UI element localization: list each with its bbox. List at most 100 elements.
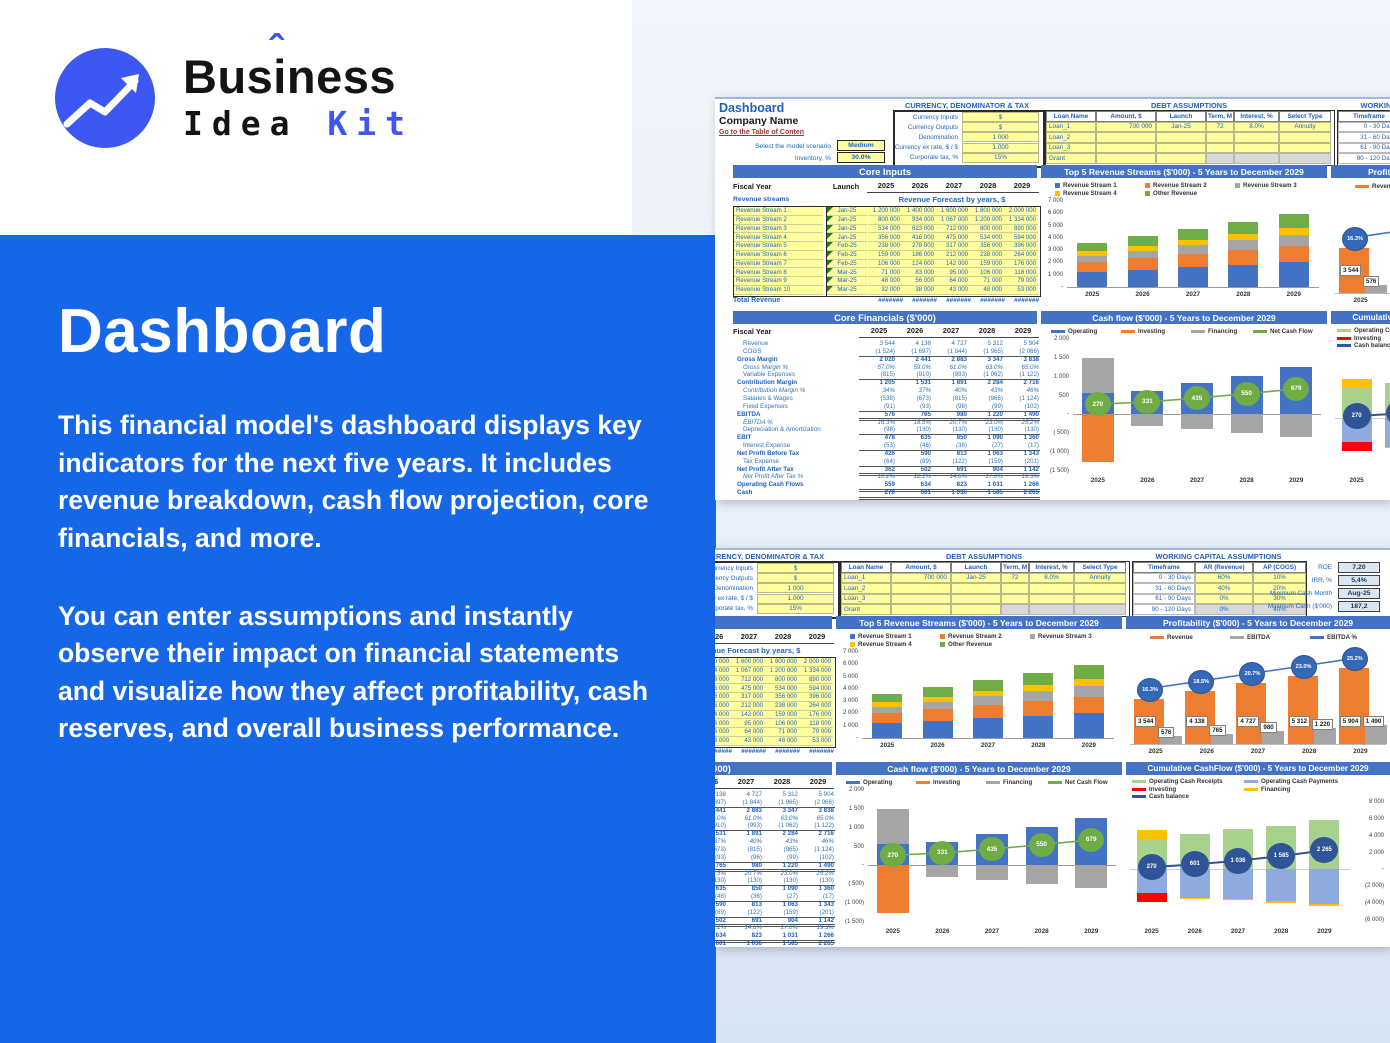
currency-row-input[interactable]: 1.000: [962, 142, 1039, 153]
stream-value-cell[interactable]: 79 000: [799, 728, 833, 737]
stream-value-cell[interactable]: 1 334 000: [1004, 215, 1038, 225]
stream-launch-cell[interactable]: Feb-25: [827, 250, 867, 260]
currency-row-input[interactable]: $: [757, 573, 834, 584]
stream-value-cell[interactable]: 800 000: [970, 224, 1004, 234]
stream-value-cell[interactable]: 1 800 000: [765, 658, 799, 667]
stream-value-cell[interactable]: 1 200 000: [970, 215, 1004, 225]
debt-cell[interactable]: Annuity: [1074, 572, 1126, 583]
stream-value-cell[interactable]: 278 000: [902, 242, 936, 251]
stream-launch-cell[interactable]: Feb-25: [827, 242, 867, 251]
stream-name-cell[interactable]: Revenue Stream 8: [734, 268, 823, 277]
debt-cell[interactable]: Jan-25: [951, 572, 1001, 583]
stream-value-cell[interactable]: 186 000: [902, 250, 936, 260]
stream-value-cell[interactable]: 48 000: [868, 277, 902, 286]
stream-value-cell[interactable]: 176 000: [799, 710, 833, 720]
currency-row-input[interactable]: $: [962, 112, 1039, 122]
stream-value-cell[interactable]: 71 000: [970, 277, 1004, 286]
stream-value-cell[interactable]: 238 000: [970, 250, 1004, 260]
stream-value-cell[interactable]: 142 000: [731, 710, 765, 720]
stream-value-cell[interactable]: 124 000: [715, 710, 731, 720]
stream-value-cell[interactable]: 475 000: [936, 233, 970, 242]
stream-value-cell[interactable]: 475 000: [731, 684, 765, 693]
stream-value-cell[interactable]: 95 000: [731, 719, 765, 728]
stream-launch-cell[interactable]: Mar-25: [827, 285, 867, 295]
currency-row-input[interactable]: 15%: [962, 152, 1039, 163]
stream-value-cell[interactable]: 238 000: [765, 701, 799, 711]
debt-cell[interactable]: [1001, 583, 1029, 594]
debt-cell[interactable]: 72: [1001, 572, 1029, 583]
stream-value-cell[interactable]: 71 000: [868, 268, 902, 277]
stream-value-cell[interactable]: 118 000: [799, 719, 833, 728]
stream-value-cell[interactable]: 278 000: [715, 693, 731, 702]
stream-value-cell[interactable]: 142 000: [936, 259, 970, 269]
stream-value-cell[interactable]: 64 000: [731, 728, 765, 737]
stream-value-cell[interactable]: 79 000: [1004, 277, 1038, 286]
stream-value-cell[interactable]: 159 000: [970, 259, 1004, 269]
toc-link[interactable]: Go to the Table of Conten: [719, 129, 805, 136]
stream-value-cell[interactable]: 356 000: [970, 242, 1004, 251]
stream-name-cell[interactable]: Revenue Stream 4: [734, 233, 823, 242]
debt-cell[interactable]: [1156, 132, 1206, 143]
debt-cell[interactable]: Loan_3: [841, 593, 891, 604]
wc-cell[interactable]: 20%: [1253, 583, 1306, 594]
stream-value-cell[interactable]: 38 000: [902, 285, 936, 295]
stream-value-cell[interactable]: 95 000: [936, 268, 970, 277]
stream-value-cell[interactable]: 356 000: [765, 693, 799, 702]
stream-launch-cell[interactable]: Jan-25: [827, 207, 867, 216]
stream-value-cell[interactable]: 594 000: [799, 684, 833, 693]
stream-value-cell[interactable]: 934 000: [715, 666, 731, 676]
debt-cell[interactable]: Loan_3: [1046, 142, 1096, 153]
wc-cell[interactable]: 10%: [1253, 572, 1306, 583]
debt-cell[interactable]: [1001, 593, 1029, 604]
debt-cell[interactable]: 72: [1206, 121, 1234, 132]
stream-value-cell[interactable]: 159 000: [765, 710, 799, 720]
debt-cell[interactable]: [1279, 142, 1331, 153]
stream-value-cell[interactable]: 106 000: [765, 719, 799, 728]
stream-name-cell[interactable]: Revenue Stream 1: [734, 207, 823, 216]
debt-cell[interactable]: 8.0%: [1029, 572, 1074, 583]
stream-name-cell[interactable]: Revenue Stream 5: [734, 242, 823, 251]
stream-value-cell[interactable]: 106 000: [868, 259, 902, 269]
debt-cell[interactable]: [1234, 132, 1279, 143]
debt-cell[interactable]: [1096, 132, 1156, 143]
currency-row-input[interactable]: 1.000: [757, 593, 834, 604]
stream-value-cell[interactable]: 594 000: [1004, 233, 1038, 242]
stream-value-cell[interactable]: 712 000: [936, 224, 970, 234]
stream-value-cell[interactable]: 534 000: [765, 684, 799, 693]
stream-value-cell[interactable]: 118 000: [1004, 268, 1038, 277]
debt-cell[interactable]: 700 000: [1096, 121, 1156, 132]
debt-cell[interactable]: [951, 583, 1001, 594]
stream-value-cell[interactable]: 48 000: [765, 736, 799, 746]
debt-cell[interactable]: [1074, 583, 1126, 594]
stream-value-cell[interactable]: 1 200 000: [868, 207, 902, 216]
debt-cell[interactable]: [891, 583, 951, 594]
stream-value-cell[interactable]: 934 000: [902, 215, 936, 225]
debt-cell[interactable]: Grant: [1046, 153, 1096, 164]
debt-cell[interactable]: [891, 593, 951, 604]
stream-value-cell[interactable]: 396 000: [799, 693, 833, 702]
wc-cell[interactable]: 40%: [1195, 583, 1253, 594]
debt-cell[interactable]: [1234, 142, 1279, 153]
debt-cell[interactable]: Grant: [841, 604, 891, 615]
stream-value-cell[interactable]: 890 000: [1004, 224, 1038, 234]
stream-value-cell[interactable]: 1 067 000: [731, 666, 765, 676]
stream-value-cell[interactable]: 2 000 000: [799, 658, 833, 667]
wc-cell[interactable]: 0%: [1195, 593, 1253, 604]
currency-row-input[interactable]: $: [757, 563, 834, 573]
stream-value-cell[interactable]: 53 000: [799, 736, 833, 746]
debt-cell[interactable]: [1096, 153, 1156, 164]
debt-cell[interactable]: 8.0%: [1234, 121, 1279, 132]
debt-cell[interactable]: [1156, 153, 1206, 164]
stream-value-cell[interactable]: 64 000: [936, 277, 970, 286]
stream-value-cell[interactable]: 1 334 000: [799, 666, 833, 676]
currency-row-input[interactable]: 1 000: [962, 132, 1039, 143]
stream-value-cell[interactable]: 416 000: [902, 233, 936, 242]
stream-value-cell[interactable]: 712 000: [731, 675, 765, 685]
stream-value-cell[interactable]: 53 000: [1004, 285, 1038, 295]
debt-cell[interactable]: [1074, 593, 1126, 604]
debt-cell[interactable]: [951, 593, 1001, 604]
debt-cell[interactable]: Annuity: [1279, 121, 1331, 132]
stream-value-cell[interactable]: 317 000: [731, 693, 765, 702]
debt-cell[interactable]: [1279, 132, 1331, 143]
stream-value-cell[interactable]: 106 000: [970, 268, 1004, 277]
